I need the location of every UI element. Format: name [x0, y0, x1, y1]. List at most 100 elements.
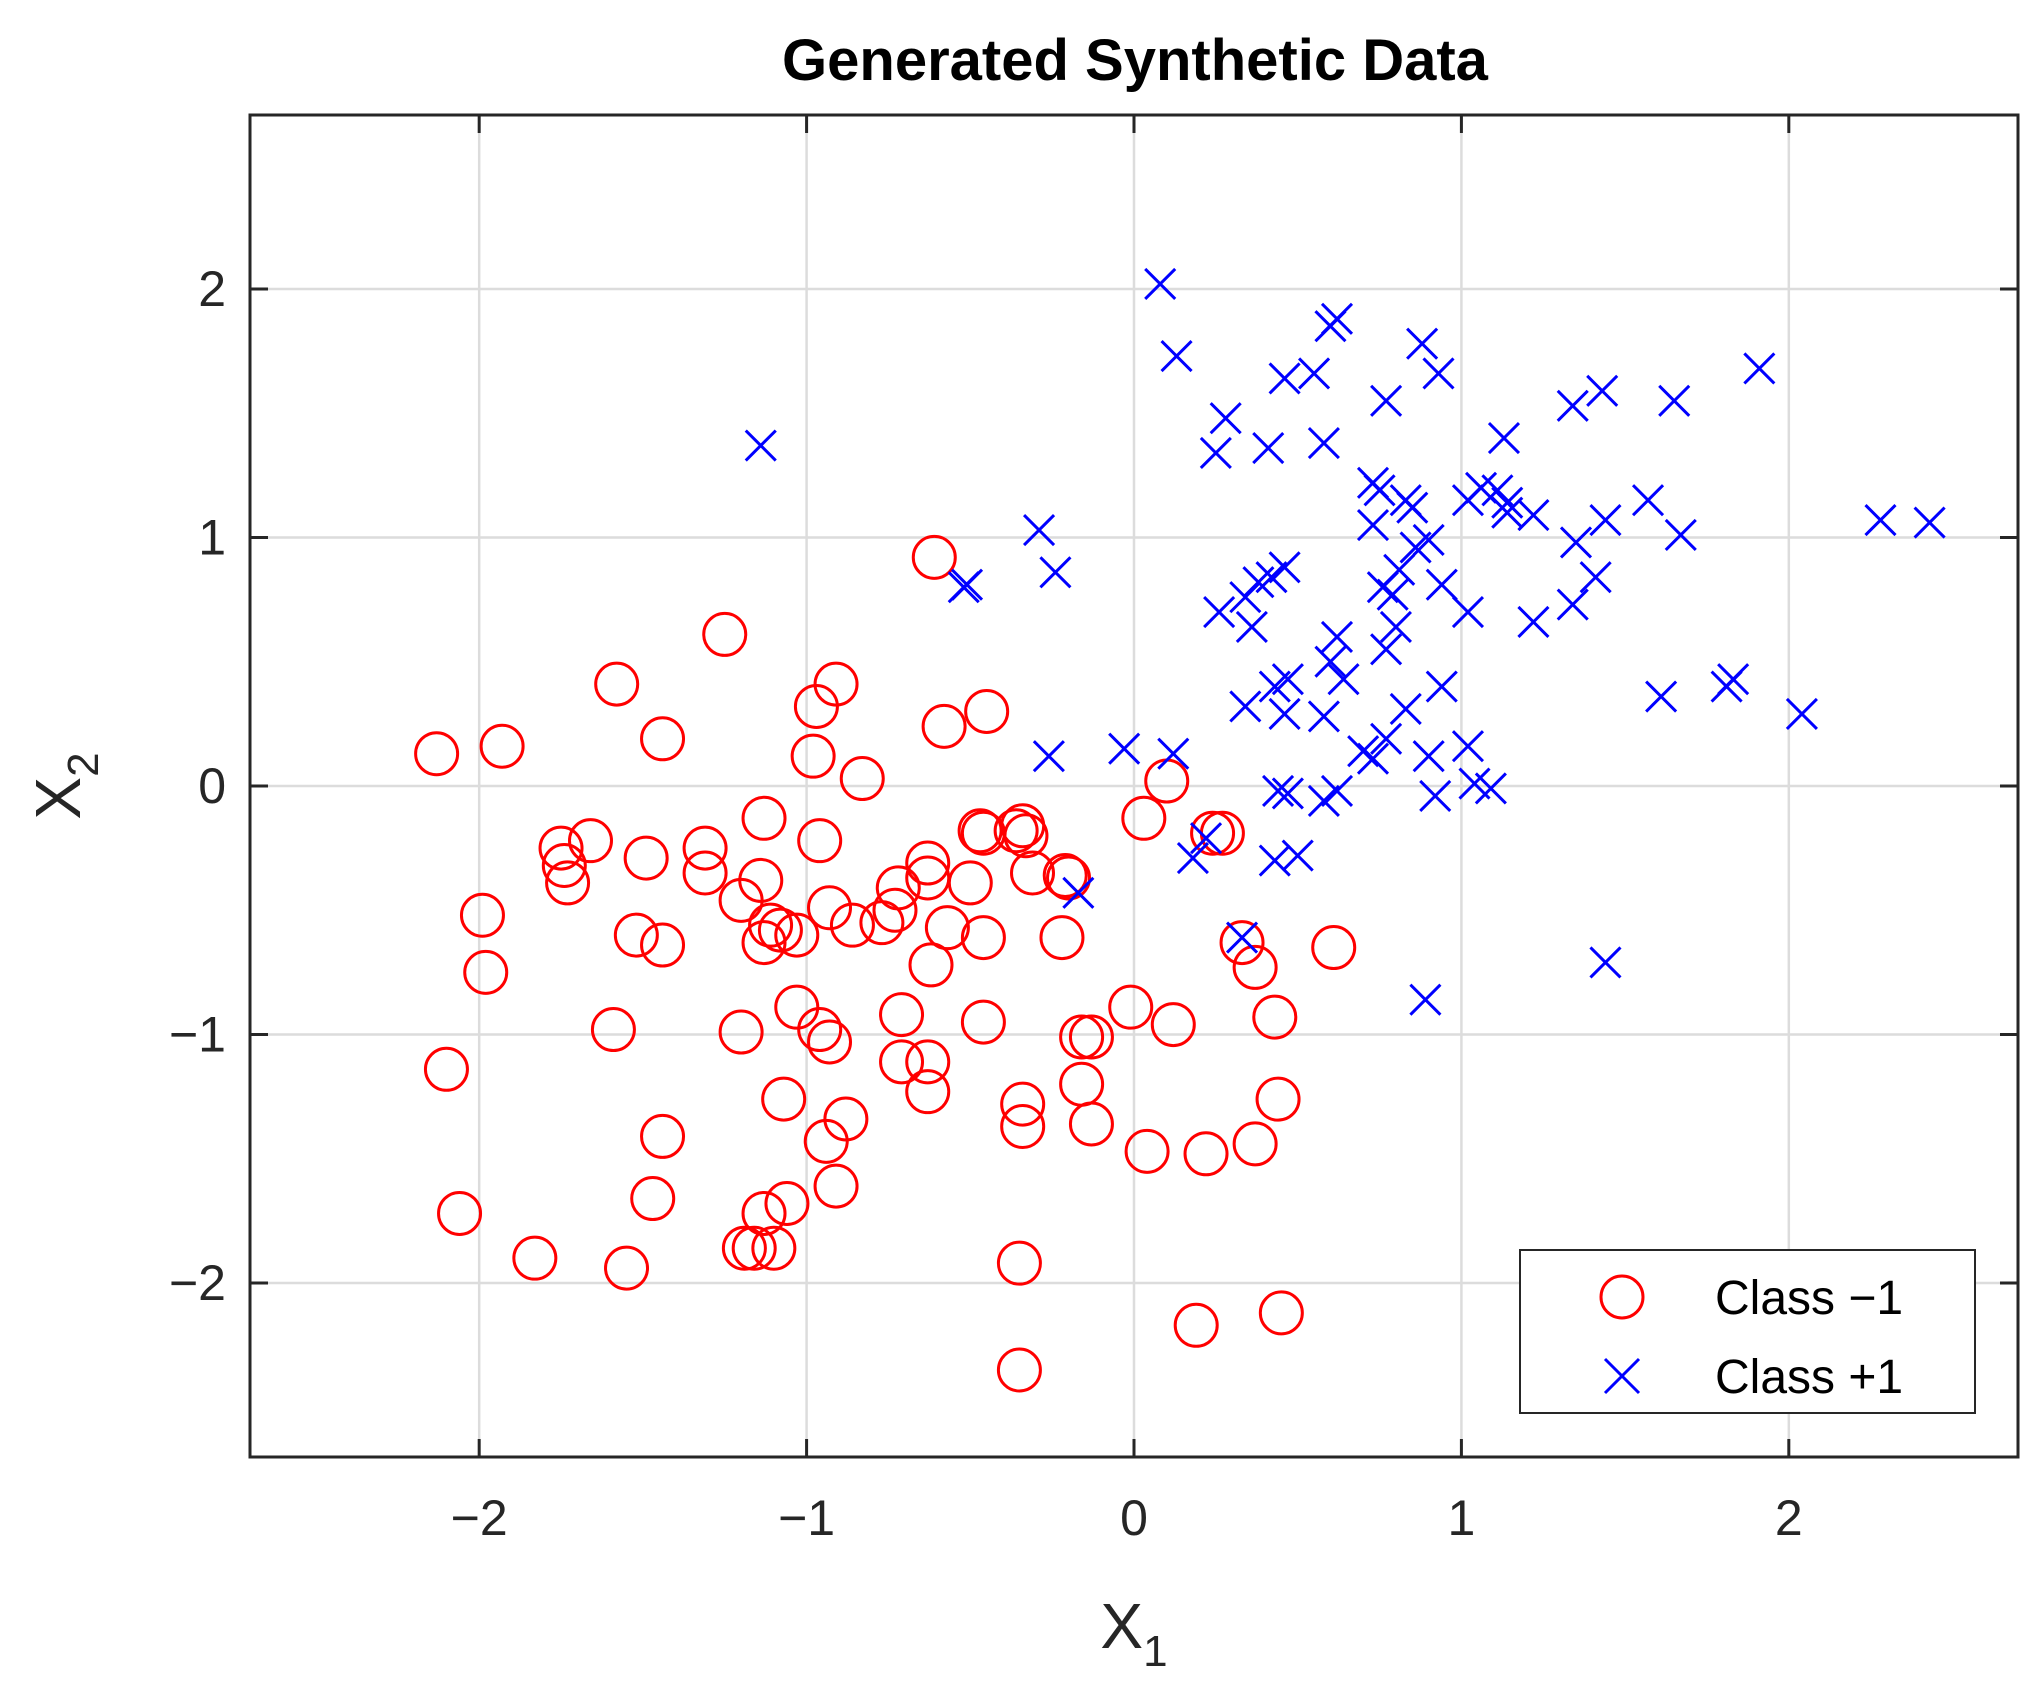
- class-pos-point: [1268, 551, 1301, 584]
- class-neg-point: [613, 912, 659, 958]
- x-tick-label: −1: [778, 1490, 835, 1546]
- class-pos-point: [1363, 474, 1396, 507]
- class-pos-point: [1307, 784, 1340, 817]
- class-pos-point: [1451, 730, 1485, 763]
- class-neg-point: [731, 1225, 777, 1271]
- class-neg-point: [623, 835, 669, 881]
- class-neg-point: [568, 818, 614, 864]
- class-neg-point: [545, 860, 591, 906]
- class-neg-point: [594, 661, 640, 707]
- class-neg-point: [829, 902, 875, 948]
- class-pos-point: [1268, 697, 1301, 730]
- class-neg-point: [738, 857, 784, 903]
- class-pos-point: [1235, 610, 1268, 644]
- grid-lines: [250, 115, 2018, 1457]
- class-neg-point: [1003, 813, 1049, 859]
- class-pos-point: [1370, 384, 1403, 417]
- class-pos-point: [1320, 302, 1354, 335]
- class-neg-point: [996, 1240, 1042, 1286]
- class-pos-point: [1474, 772, 1507, 805]
- class-neg-point: [908, 942, 954, 988]
- class-pos-point: [1370, 633, 1403, 666]
- legend-label-class-neg: Class −1: [1715, 1272, 1903, 1325]
- class-neg-point: [1173, 1302, 1219, 1348]
- legend-label-class-pos: Class +1: [1715, 1351, 1903, 1404]
- series-class-pos: [744, 267, 1946, 1016]
- class-pos-point: [1022, 513, 1056, 547]
- class-neg-point: [964, 688, 1010, 734]
- class-pos-point: [1589, 946, 1622, 979]
- class-pos-point: [1271, 777, 1304, 810]
- class-neg-point: [1232, 1121, 1278, 1167]
- class-pos-point: [1412, 523, 1445, 557]
- class-neg-point: [1000, 1103, 1046, 1149]
- class-neg-point: [797, 1007, 843, 1053]
- class-pos-point: [1864, 504, 1897, 537]
- class-pos-point: [1664, 518, 1697, 552]
- y-tick-label: 1: [198, 509, 226, 565]
- legend-circle-marker: [1599, 1274, 1645, 1320]
- class-pos-point: [1491, 486, 1524, 519]
- class-neg-point: [1255, 1076, 1301, 1122]
- class-pos-point: [1425, 568, 1458, 601]
- class-neg-point: [872, 887, 918, 933]
- class-neg-point: [640, 922, 686, 968]
- class-pos-point: [1366, 571, 1399, 604]
- class-pos-point: [1370, 722, 1403, 755]
- legend-box: [1519, 1249, 1976, 1414]
- class-neg-point: [1124, 1128, 1170, 1174]
- y-axis-label-base: X: [22, 777, 94, 820]
- class-pos-point: [1425, 670, 1458, 703]
- class-pos-point: [1356, 508, 1390, 542]
- class-neg-point: [437, 1190, 483, 1236]
- class-pos-point: [1307, 426, 1340, 460]
- class-neg-point: [1183, 1131, 1229, 1177]
- class-neg-point: [512, 1235, 558, 1281]
- class-pos-point: [1396, 491, 1429, 524]
- class-neg-point: [924, 905, 970, 951]
- class-pos-point: [1199, 436, 1232, 470]
- class-pos-point: [1039, 556, 1072, 589]
- class-neg-point: [947, 860, 993, 906]
- class-neg-point: [1046, 855, 1092, 901]
- class-neg-point: [538, 825, 584, 871]
- class-pos-point: [1176, 842, 1209, 875]
- class-neg-point: [1068, 1014, 1114, 1060]
- class-pos-point: [1209, 402, 1242, 435]
- legend: Class −1 Class +1: [1519, 1249, 1976, 1414]
- class-neg-point: [1258, 1290, 1304, 1336]
- class-neg-point: [721, 1225, 767, 1271]
- class-pos-point: [1356, 742, 1390, 775]
- class-neg-point: [741, 795, 787, 841]
- class-pos-point: [1658, 384, 1691, 417]
- class-pos-point: [1451, 595, 1485, 629]
- class-pos-point: [1517, 605, 1550, 639]
- y-tick-label: −2: [169, 1255, 226, 1311]
- y-axis-label: X2: [22, 752, 108, 819]
- class-neg-point: [807, 885, 853, 931]
- class-neg-point: [1150, 1002, 1196, 1048]
- class-neg-point: [839, 756, 885, 802]
- class-pos-point: [1255, 561, 1288, 594]
- class-pos-point: [1645, 680, 1678, 713]
- class-neg-point: [1059, 1014, 1105, 1060]
- class-neg-point: [459, 892, 505, 938]
- class-pos-point: [1032, 740, 1065, 773]
- class-neg-point: [479, 723, 525, 769]
- x-tick-label: 1: [1448, 1490, 1476, 1546]
- x-tick-label: −2: [451, 1490, 508, 1546]
- class-neg-point: [741, 1190, 787, 1236]
- class-pos-point: [1108, 732, 1141, 765]
- class-neg-point: [748, 902, 794, 948]
- class-pos-point: [1481, 474, 1514, 507]
- y-axis-label-sub: 2: [59, 752, 108, 776]
- x-axis-label-base: X: [1100, 1590, 1143, 1662]
- class-pos-point: [1307, 700, 1340, 733]
- class-neg-point: [879, 992, 925, 1038]
- y-tick-label: −1: [169, 1007, 226, 1063]
- class-neg-point: [921, 703, 967, 749]
- class-neg-point: [640, 716, 686, 762]
- class-neg-point: [590, 1007, 636, 1053]
- class-pos-point: [1268, 362, 1301, 395]
- class-pos-point: [1406, 327, 1439, 360]
